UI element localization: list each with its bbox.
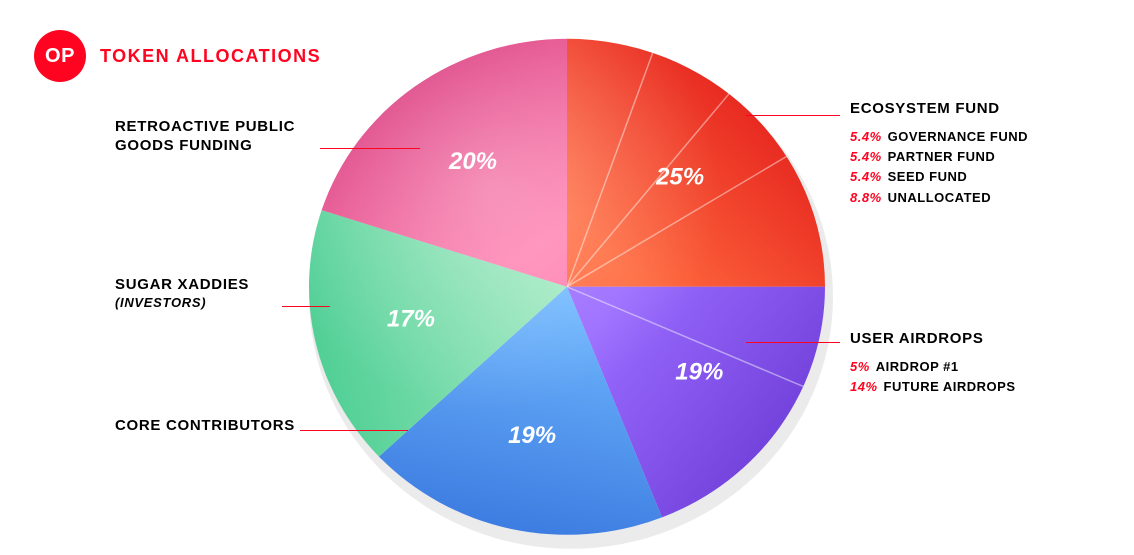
slice-label-sugar: 17% <box>387 305 435 332</box>
eco-lbl-2: SEED FUND <box>888 169 968 184</box>
callout-ecosystem-title: ECOSYSTEM FUND <box>850 100 1028 119</box>
eco-lbl-3: UNALLOCATED <box>888 190 991 205</box>
callout-user-airdrops: USER AIRDROPS 5% AIRDROP #1 14% FUTURE AIR… <box>850 330 1016 399</box>
leader-line <box>282 306 330 307</box>
slice-label-core: 19% <box>508 422 556 449</box>
callout-sugar-line2: (INVESTORS) <box>115 295 249 311</box>
eco-pct-3: 8.8% <box>850 190 882 205</box>
eco-pct-0: 5.4% <box>850 129 882 144</box>
callout-sugar-xaddies: SUGAR XADDIES (INVESTORS) <box>115 276 249 311</box>
slice-label-retro: 20% <box>448 147 497 174</box>
airdrops-breakdown: 5% AIRDROP #1 14% FUTURE AIRDROPS <box>850 359 1016 396</box>
pie-chart: 25% 19% 19% 17% 20% <box>267 6 867 555</box>
leader-line <box>746 115 840 116</box>
leader-line <box>746 342 840 343</box>
callout-sugar-line1: SUGAR XADDIES <box>115 276 249 295</box>
eco-pct-1: 5.4% <box>850 149 882 164</box>
slice-label-airdrops: 19% <box>675 358 723 385</box>
op-logo-text: OP <box>45 45 75 68</box>
air-pct-1: 14% <box>850 379 878 394</box>
callout-retroactive-line2: GOODS FUNDING <box>115 137 295 156</box>
ecosystem-breakdown: 5.4% GOVERNANCE FUND 5.4% PARTNER FUND 5.4… <box>850 129 1028 206</box>
eco-pct-2: 5.4% <box>850 169 882 184</box>
chart-canvas: OP TOKEN ALLOCATIONS 25%19%19%17%20% RET… <box>0 0 1134 555</box>
callout-ecosystem-fund: ECOSYSTEM FUND 5.4% GOVERNANCE FUND 5.4% P… <box>850 100 1028 210</box>
air-pct-0: 5% <box>850 359 870 374</box>
air-lbl-1: FUTURE AIRDROPS <box>884 379 1016 394</box>
leader-line <box>320 148 420 149</box>
op-logo-badge: OP <box>34 30 86 82</box>
callout-core-contributors: CORE CONTRIBUTORS <box>115 417 295 436</box>
callout-airdrops-title: USER AIRDROPS <box>850 330 1016 349</box>
callout-core-title: CORE CONTRIBUTORS <box>115 417 295 436</box>
pie-svg: 25% 19% 19% 17% 20% <box>267 6 867 555</box>
callout-retroactive: RETROACTIVE PUBLIC GOODS FUNDING <box>115 118 295 156</box>
eco-lbl-0: GOVERNANCE FUND <box>888 129 1028 144</box>
slice-label-ecosystem: 25% <box>655 163 704 190</box>
air-lbl-0: AIRDROP #1 <box>876 359 959 374</box>
leader-line <box>300 430 408 431</box>
eco-lbl-1: PARTNER FUND <box>888 149 996 164</box>
callout-retroactive-line1: RETROACTIVE PUBLIC <box>115 118 295 137</box>
